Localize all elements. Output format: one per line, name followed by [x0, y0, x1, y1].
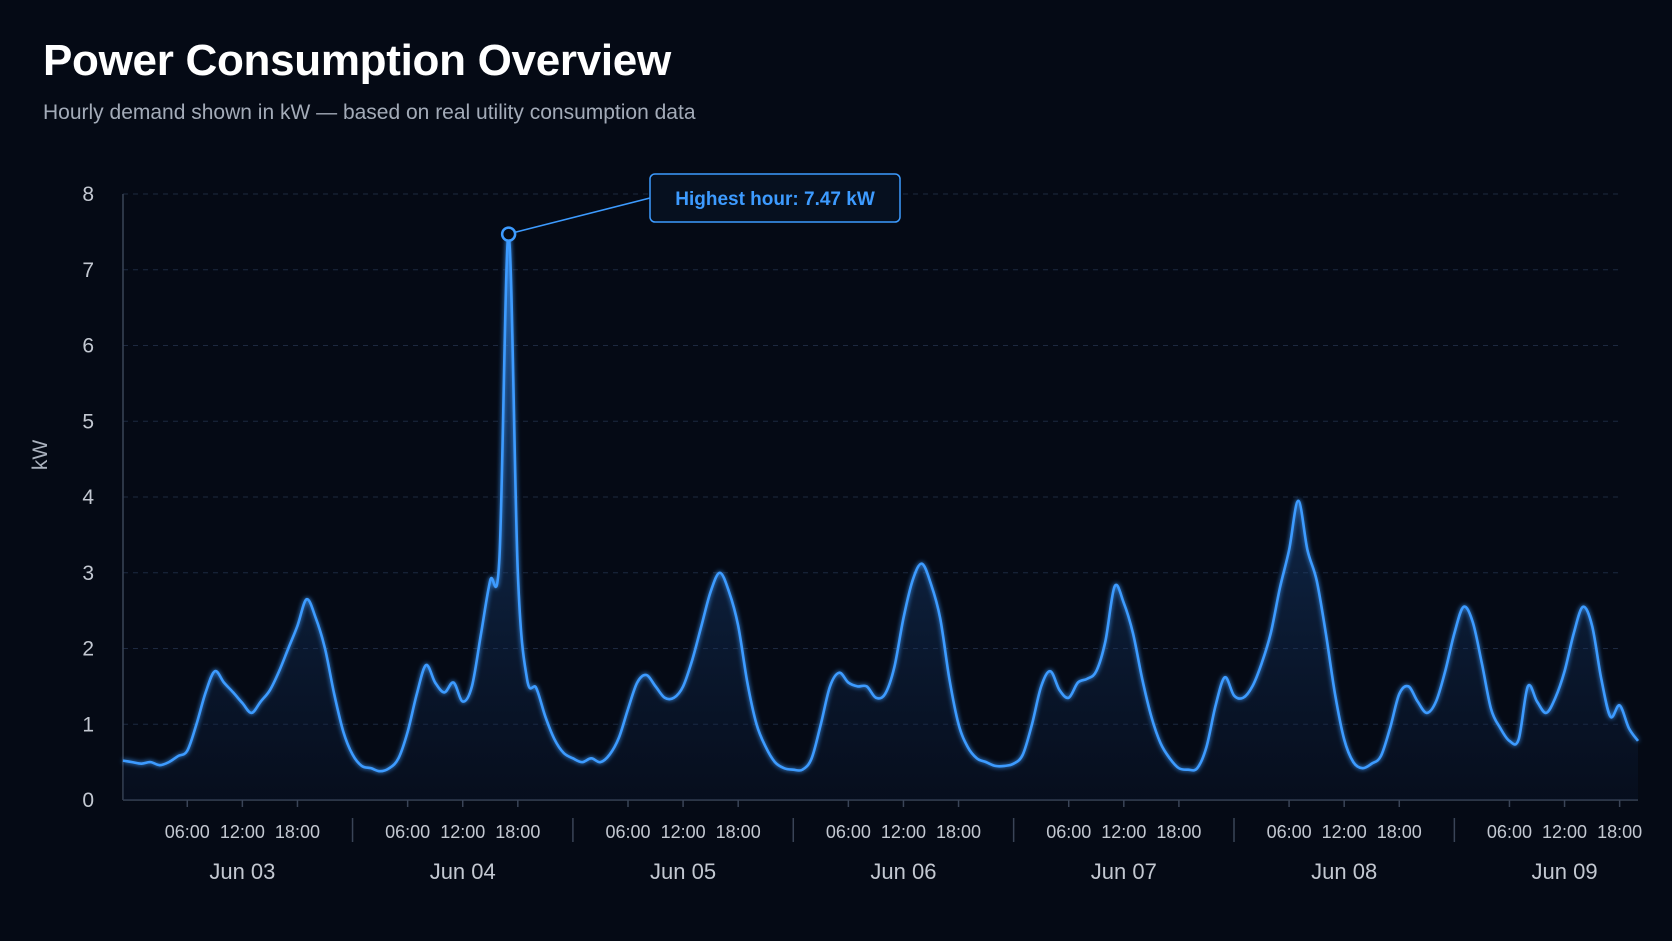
grid-lines: [123, 193, 1618, 725]
x-tick-label: 18:00: [275, 822, 320, 842]
x-tick-label: 06:00: [1267, 822, 1312, 842]
y-tick-label: 1: [82, 713, 94, 736]
x-day-label: Jun 08: [1311, 859, 1377, 884]
y-tick-label: 8: [82, 183, 94, 206]
x-day-label: Jun 03: [209, 859, 275, 884]
page-title: Power Consumption Overview: [43, 36, 671, 85]
x-tick-label: 18:00: [716, 822, 761, 842]
y-tick-label: 4: [82, 486, 94, 509]
x-day-label: Jun 09: [1532, 859, 1598, 884]
x-tick-label: 12:00: [661, 822, 706, 842]
x-tick-label: 06:00: [385, 822, 430, 842]
y-tick-label: 0: [82, 789, 94, 812]
peak-marker: [500, 226, 517, 242]
x-tick-label: 06:00: [165, 822, 210, 842]
y-axis-label: kW: [29, 440, 52, 471]
series-line: [122, 232, 1640, 773]
x-tick-label: 18:00: [1597, 822, 1642, 842]
annotation-box: [649, 173, 901, 223]
line-layer: [122, 232, 1640, 773]
x-day-label: Jun 05: [650, 859, 716, 884]
annotation-leader-line: [515, 197, 651, 233]
y-tick-label: 5: [82, 410, 94, 433]
x-tick-label: 12:00: [1101, 822, 1146, 842]
y-tick-label: 6: [82, 335, 94, 358]
x-tick-label: 12:00: [881, 822, 926, 842]
x-tick-label: 12:00: [1542, 822, 1587, 842]
x-day-label: Jun 06: [870, 859, 936, 884]
x-tick-label: 18:00: [1156, 822, 1201, 842]
y-tick-label: 3: [82, 562, 94, 585]
area-layer: [123, 234, 1638, 800]
series-area: [123, 234, 1638, 800]
x-tick-label: 12:00: [220, 822, 265, 842]
x-tick-label: 12:00: [440, 822, 485, 842]
annotation-label: Highest hour: 7.47 kW: [675, 189, 875, 210]
x-tick-label: 18:00: [495, 822, 540, 842]
page-subtitle: Hourly demand shown in kW — based on rea…: [43, 101, 696, 124]
x-tick-label: 06:00: [605, 822, 650, 842]
x-tick-label: 06:00: [1046, 822, 1091, 842]
x-tick-label: 18:00: [1377, 822, 1422, 842]
x-tick-label: 18:00: [936, 822, 981, 842]
x-day-label: Jun 04: [430, 859, 496, 884]
x-day-label: Jun 07: [1091, 859, 1157, 884]
x-tick-label: 06:00: [826, 822, 871, 842]
annotation-layer: Highest hour: 7.47 kW: [500, 173, 901, 242]
x-tick-label: 06:00: [1487, 822, 1532, 842]
y-tick-label: 7: [82, 259, 94, 282]
x-tick-label: 12:00: [1322, 822, 1367, 842]
y-tick-label: 2: [82, 638, 94, 661]
